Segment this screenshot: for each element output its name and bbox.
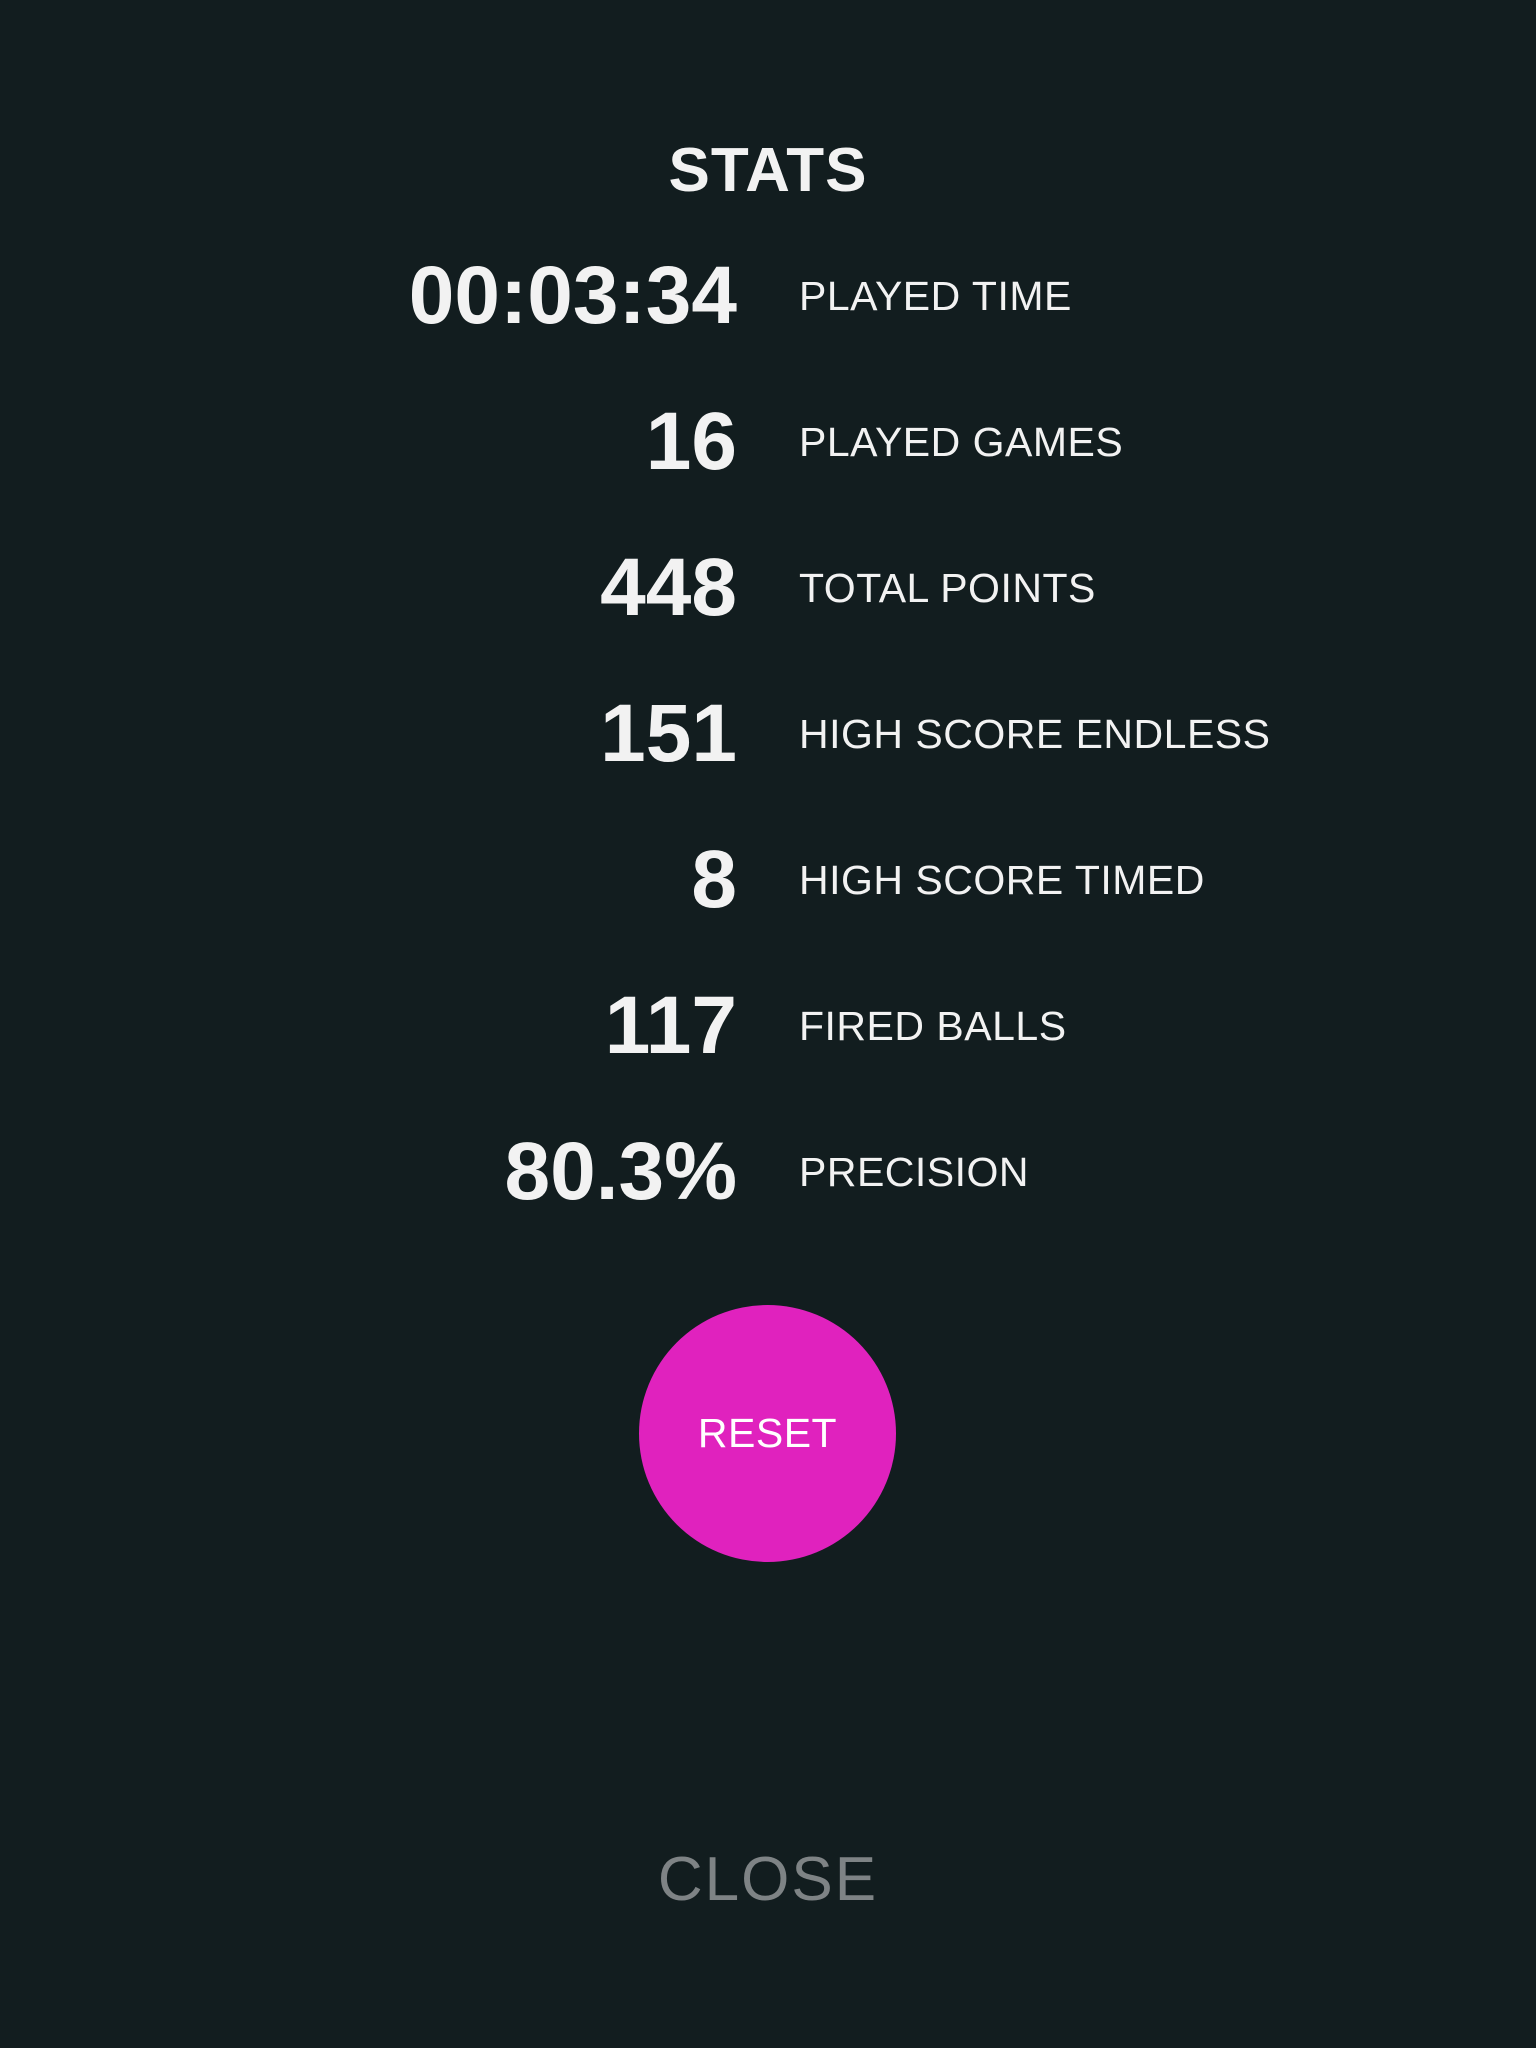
stat-label: PRECISION (799, 1149, 1030, 1195)
stat-label: PLAYED TIME (799, 273, 1072, 319)
stat-row-high-score-timed: 8 HIGH SCORE TIMED (0, 830, 1536, 976)
reset-button[interactable]: RESET (639, 1305, 896, 1562)
stat-value: 8 (691, 834, 737, 925)
stat-label: HIGH SCORE ENDLESS (799, 711, 1271, 757)
stat-value: 151 (600, 688, 737, 779)
close-button[interactable]: CLOSE (568, 1840, 968, 1920)
stat-label: FIRED BALLS (799, 1003, 1067, 1049)
page-title: STATS (668, 136, 868, 205)
stat-value: 448 (600, 542, 737, 633)
stat-row-total-points: 448 TOTAL POINTS (0, 538, 1536, 684)
stat-label: TOTAL POINTS (799, 565, 1096, 611)
stats-list: 00:03:34 PLAYED TIME 16 PLAYED GAMES 448… (0, 246, 1536, 1268)
stat-label: HIGH SCORE TIMED (799, 857, 1205, 903)
stat-value: 16 (645, 396, 737, 487)
reset-button-label: RESET (697, 1410, 838, 1456)
stat-row-high-score-endless: 151 HIGH SCORE ENDLESS (0, 684, 1536, 830)
stat-row-precision: 80.3% PRECISION (0, 1122, 1536, 1268)
stat-value: 117 (604, 980, 737, 1071)
stat-row-played-time: 00:03:34 PLAYED TIME (0, 246, 1536, 392)
stat-value: 00:03:34 (408, 250, 737, 341)
stat-row-fired-balls: 117 FIRED BALLS (0, 976, 1536, 1122)
stat-row-played-games: 16 PLAYED GAMES (0, 392, 1536, 538)
stat-value: 80.3% (504, 1126, 737, 1217)
stat-label: PLAYED GAMES (799, 419, 1124, 465)
